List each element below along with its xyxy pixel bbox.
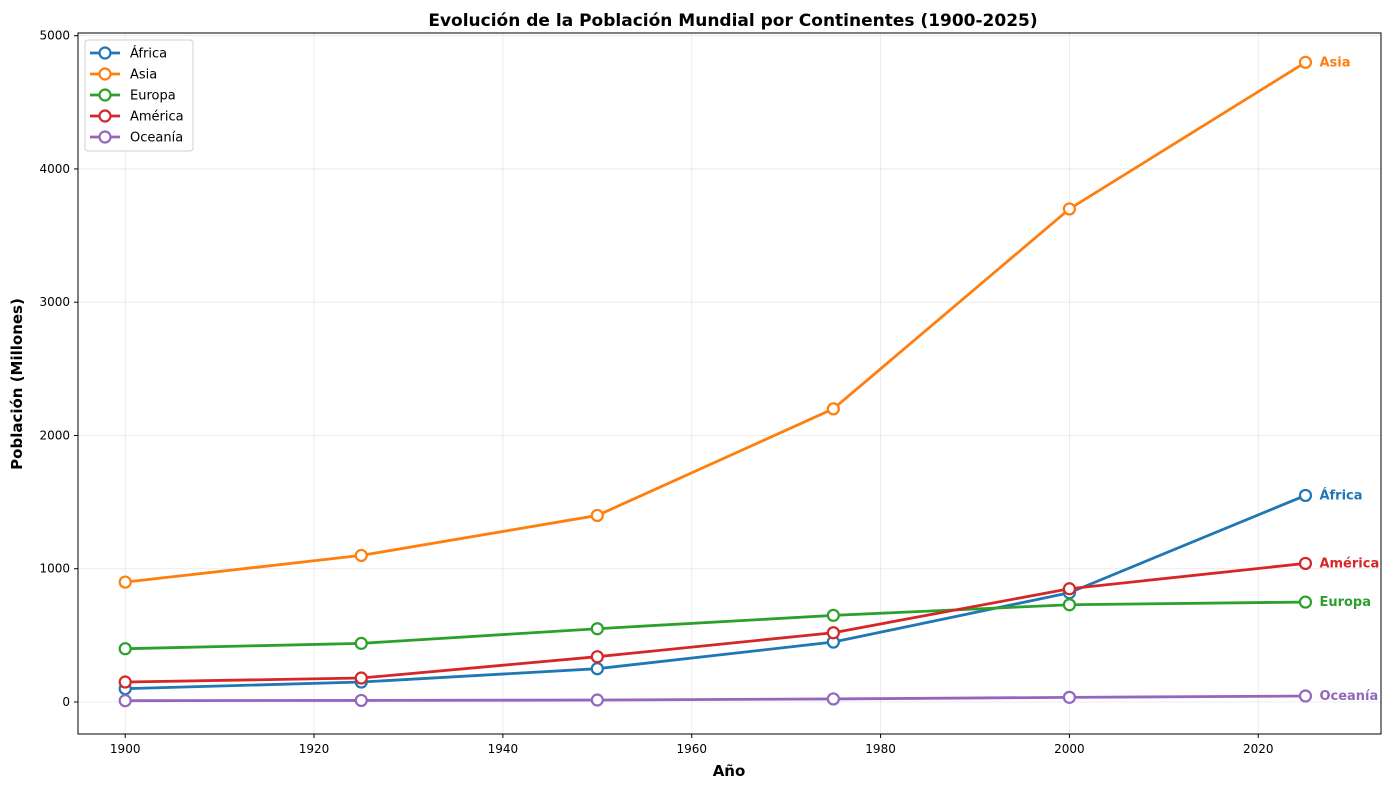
- data-point: [826, 608, 840, 622]
- data-point: [590, 650, 604, 664]
- series-1: [118, 55, 1313, 589]
- legend-item: América: [90, 109, 184, 125]
- legend-swatch-marker: [98, 67, 112, 81]
- legend-label: África: [130, 46, 167, 62]
- x-tick-label: 1980: [865, 742, 896, 756]
- data-point: [118, 642, 132, 656]
- data-point: [1298, 55, 1313, 69]
- x-tick-label: 1940: [488, 742, 519, 756]
- legend-box: [84, 39, 194, 152]
- data-point: [1062, 582, 1077, 596]
- x-tick-label: 2020: [1243, 742, 1274, 756]
- grid: [78, 33, 1381, 734]
- data-point: [354, 671, 368, 685]
- axis-ticks: 1900 1920 1940 1960 1980 2000 2020 0 1000 2000 300…: [39, 29, 1273, 756]
- data-point: [1298, 488, 1313, 503]
- x-tick-label: 2000: [1054, 742, 1085, 756]
- legend: África Asia Europa América Oceanía: [84, 39, 194, 152]
- data-point: [826, 402, 840, 416]
- x-axis-label: Año: [713, 762, 746, 780]
- series-end-label: Oceanía: [1319, 689, 1378, 704]
- y-tick-label: 0: [62, 695, 70, 709]
- series-line: [125, 61, 1307, 584]
- data-point: [590, 622, 604, 636]
- x-tick-label: 1960: [676, 742, 707, 756]
- x-tick-label: 1920: [299, 742, 330, 756]
- series-4: [118, 689, 1313, 708]
- legend-label: Oceanía: [130, 131, 183, 146]
- series-end-label: Asia: [1319, 55, 1350, 70]
- data-point: [826, 626, 840, 640]
- series-line: [125, 694, 1306, 703]
- data-point: [1062, 598, 1077, 612]
- series-line: [125, 562, 1306, 684]
- series-line: [125, 600, 1306, 651]
- legend-item: Europa: [90, 88, 176, 104]
- data-point: [1062, 690, 1077, 704]
- data-point: [590, 662, 604, 676]
- y-tick-label: 3000: [39, 295, 70, 309]
- series-lines: [118, 55, 1313, 708]
- data-point: [1062, 202, 1077, 216]
- data-point: [118, 575, 132, 589]
- legend-swatch-marker: [98, 109, 112, 123]
- legend-item: Asia: [90, 67, 157, 83]
- legend-swatch-marker: [98, 130, 112, 144]
- data-point: [354, 636, 368, 650]
- data-point: [118, 694, 132, 708]
- chart-title: Evolución de la Población Mundial por Co…: [428, 11, 1037, 31]
- series-2: [118, 595, 1313, 656]
- data-point: [590, 508, 604, 523]
- y-tick-label: 5000: [39, 29, 70, 43]
- series-3: [118, 556, 1313, 689]
- data-point: [118, 675, 132, 689]
- legend-swatch-marker: [98, 46, 112, 60]
- series-end-label: Europa: [1319, 595, 1371, 610]
- legend-item: África: [90, 46, 167, 62]
- data-point: [1298, 595, 1313, 609]
- data-point: [354, 548, 368, 563]
- x-tick-label: 1900: [110, 742, 141, 756]
- legend-swatch-marker: [98, 88, 112, 102]
- legend-label: Europa: [130, 89, 176, 104]
- data-point: [826, 692, 840, 706]
- y-axis-label: Población (Millones): [8, 298, 26, 470]
- legend-label: Asia: [130, 68, 157, 83]
- series-line: [125, 494, 1306, 691]
- data-point: [1298, 689, 1313, 703]
- series-0: [118, 488, 1313, 696]
- series-end-label: África: [1319, 487, 1362, 503]
- data-point: [590, 693, 604, 707]
- series-end-labels: África Asia Europa América Oceanía: [1319, 55, 1379, 704]
- data-point: [354, 693, 368, 708]
- plot-frame: [77, 32, 1382, 735]
- data-point: [1298, 556, 1313, 571]
- y-tick-label: 1000: [39, 562, 70, 576]
- legend-item: Oceanía: [90, 130, 183, 146]
- y-tick-label: 2000: [39, 428, 70, 442]
- y-tick-label: 4000: [39, 162, 70, 176]
- series-end-label: América: [1319, 556, 1379, 571]
- legend-label: América: [130, 110, 184, 125]
